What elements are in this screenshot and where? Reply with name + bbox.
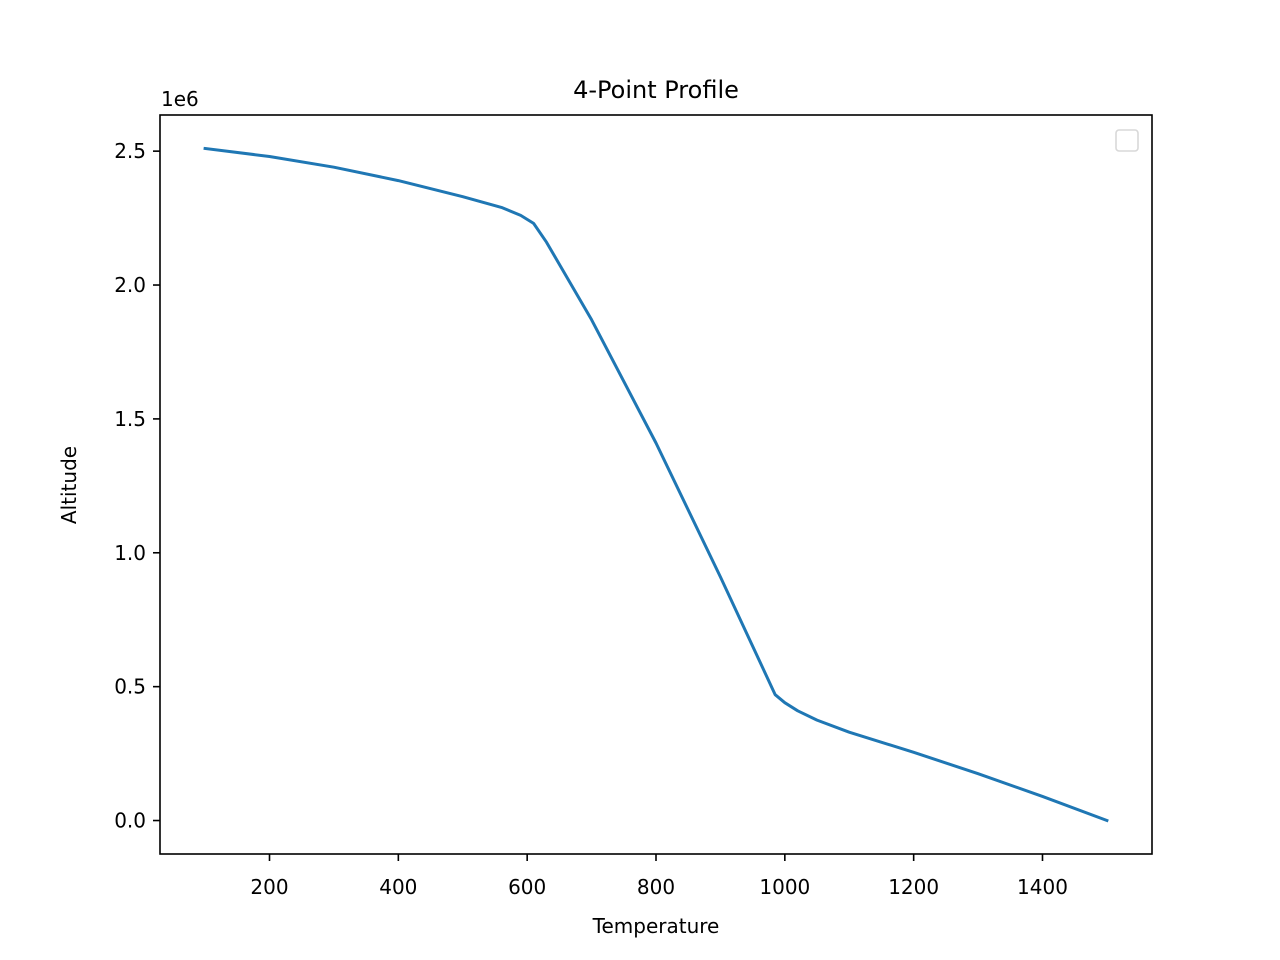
x-tick-label: 1000 — [759, 875, 810, 899]
x-tick-label: 800 — [637, 875, 675, 899]
plot-area — [203, 146, 1109, 823]
y-axis-multiplier: 1e6 — [161, 87, 199, 111]
x-tick-label: 400 — [379, 875, 417, 899]
x-axis-label: Temperature — [592, 914, 720, 938]
series-line-0 — [203, 146, 1109, 823]
y-tick-label: 2.5 — [114, 139, 146, 163]
x-tick-label: 1400 — [1017, 875, 1068, 899]
y-tick-label: 1.5 — [114, 407, 146, 431]
y-tick-label: 0.5 — [114, 675, 146, 699]
x-tick-label: 200 — [250, 875, 288, 899]
y-tick-label: 0.0 — [114, 809, 146, 833]
legend — [1115, 129, 1139, 152]
y-axis-label: Altitude — [57, 446, 81, 524]
x-tick-label: 1200 — [888, 875, 939, 899]
legend-box — [1115, 129, 1139, 152]
y-tick-label: 1.0 — [114, 541, 146, 565]
chart-title: 4-Point Profile — [573, 76, 739, 104]
y-tick-label: 2.0 — [114, 273, 146, 297]
x-tick-label: 600 — [508, 875, 546, 899]
